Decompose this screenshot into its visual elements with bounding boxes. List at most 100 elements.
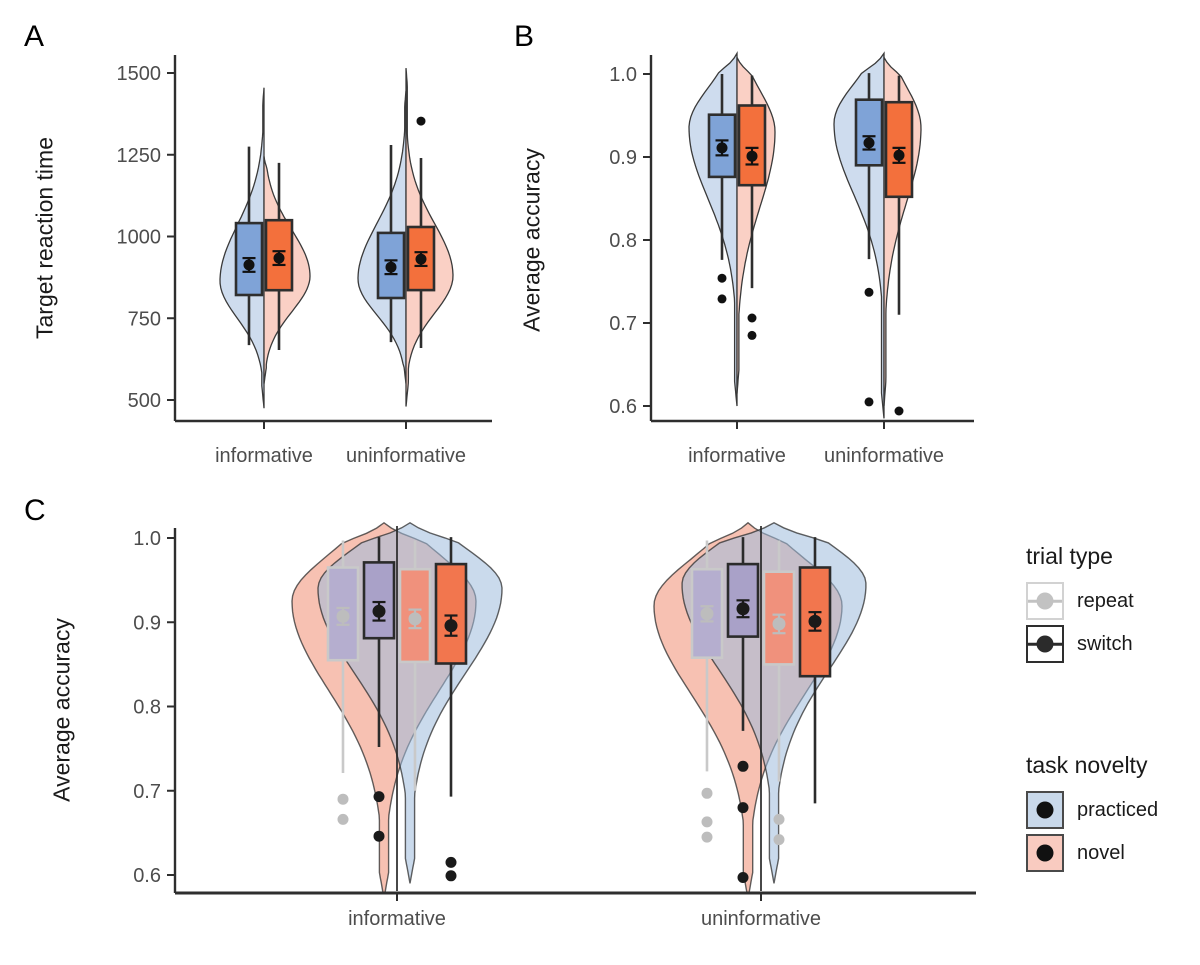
- mean-dot: [415, 253, 427, 265]
- switch-key-dot: [1036, 635, 1054, 653]
- outlier-dot-informative-switch-novel: [445, 870, 457, 882]
- outlier-dot-informative-repeat-practiced: [337, 813, 349, 825]
- panel-C: 0.6 0.7 0.8 0.9 1.0 informative uninformative: [133, 521, 976, 930]
- mean-marker-uninformative-novel: [414, 251, 428, 268]
- outlier-dot-informative-switch-novel: [445, 856, 457, 868]
- mean-marker-informative-novel: [272, 250, 286, 267]
- legend-item-switch: switch: [1026, 625, 1200, 663]
- outlier-dot-uninformative-novel: [894, 406, 904, 416]
- panel-label-a: A: [24, 20, 45, 53]
- mean-marker-uninformative-novel: [892, 146, 906, 164]
- repeat-key-icon: [1026, 582, 1064, 620]
- mean-marker-uninformative-switch-practiced: [736, 599, 750, 619]
- x-category-label: uninformative: [346, 445, 466, 467]
- box-informative-switch-novel: [434, 562, 468, 665]
- outlier-dot-uninformative-repeat-practiced: [701, 787, 713, 799]
- mean-dot: [372, 604, 386, 618]
- legend-item-novel: novel: [1026, 834, 1200, 872]
- outlier-dot-informative-switch-practiced: [373, 791, 385, 803]
- outlier-dot-informative-practiced: [717, 273, 727, 283]
- mean-marker-uninformative-practiced: [862, 135, 876, 151]
- x-category-label: informative: [215, 445, 313, 467]
- panel-A: 500 750 1000 1250 1500 informative uninformati…: [117, 55, 492, 467]
- mean-dot: [863, 137, 875, 149]
- outlier-dot-informative-repeat-practiced: [337, 793, 349, 805]
- y-tick-label: 1500: [117, 63, 162, 85]
- practiced-key-icon: [1026, 791, 1064, 829]
- panel-B: 0.6 0.7 0.8 0.9 1.0 informative uninformative: [609, 50, 974, 467]
- mean-marker-uninformative-repeat-novel: [772, 613, 786, 635]
- outlier-dot-uninformative-switch-practiced: [737, 872, 749, 883]
- mean-dot: [772, 617, 786, 631]
- mean-dot: [444, 619, 458, 633]
- mean-dot: [243, 259, 255, 271]
- y-tick-label: 1250: [117, 145, 162, 167]
- box-informative-novel: [737, 104, 767, 187]
- practiced-key-dot: [1036, 801, 1054, 819]
- legend-item-practiced: practiced: [1026, 791, 1200, 829]
- y-tick-label: 0.8: [609, 230, 637, 252]
- outlier-dot-uninformative-practiced: [864, 397, 874, 407]
- x-category-label: informative: [688, 445, 786, 467]
- y-tick-label: 0.6: [609, 396, 637, 418]
- box-uninformative-practiced: [854, 98, 884, 167]
- mean-marker-uninformative-practiced: [384, 259, 398, 276]
- outlier-dot-uninformative-novel: [416, 116, 426, 126]
- y-axis-title-b: Average accuracy: [518, 148, 545, 332]
- legend-task-novelty: task novelty practiced novel: [1026, 752, 1200, 877]
- mean-dot: [716, 142, 728, 154]
- mean-dot: [746, 150, 758, 162]
- mean-marker-informative-repeat-practiced: [336, 606, 350, 626]
- y-tick-label: 0.6: [133, 865, 161, 887]
- mean-marker-informative-novel: [745, 146, 759, 166]
- panel-label-b: B: [514, 20, 535, 53]
- switch-key-icon: [1026, 625, 1064, 663]
- mean-dot: [385, 261, 397, 273]
- y-tick-label: 1000: [117, 227, 162, 249]
- outlier-dot-informative-switch-practiced: [373, 830, 385, 842]
- mean-dot: [736, 602, 750, 616]
- mean-dot: [808, 614, 822, 628]
- y-tick-label: 750: [128, 308, 161, 330]
- mean-dot: [273, 252, 285, 264]
- mean-marker-informative-repeat-novel: [408, 608, 422, 630]
- outlier-dot-uninformative-switch-practiced: [737, 760, 749, 772]
- outlier-dot-uninformative-switch-practiced: [737, 802, 749, 814]
- novel-key-icon: [1026, 834, 1064, 872]
- violin-informative-practiced: [688, 50, 738, 407]
- legend-label-repeat: repeat: [1077, 589, 1134, 612]
- y-tick-label: 1.0: [609, 64, 637, 86]
- outlier-dot-uninformative-practiced: [864, 287, 874, 297]
- repeat-key-dot: [1036, 592, 1054, 610]
- outlier-dot-informative-practiced: [717, 294, 727, 304]
- mean-marker-uninformative-repeat-practiced: [700, 605, 714, 623]
- mean-dot: [893, 149, 905, 161]
- legend-trial-type: trial type repeat switch: [1026, 543, 1200, 668]
- y-tick-label: 0.7: [133, 781, 161, 803]
- x-category-label: uninformative: [824, 445, 944, 467]
- mean-dot: [408, 612, 422, 626]
- y-tick-label: 0.8: [133, 697, 161, 719]
- mean-marker-informative-practiced: [242, 256, 256, 273]
- mean-marker-informative-switch-practiced: [372, 600, 386, 622]
- y-tick-label: 0.9: [609, 147, 637, 169]
- outlier-dot-informative-novel: [747, 330, 757, 340]
- mean-dot: [700, 607, 714, 621]
- y-tick-label: 0.7: [609, 313, 637, 335]
- outlier-dot-informative-novel: [747, 313, 757, 323]
- y-tick-label: 1.0: [133, 528, 161, 550]
- legend-title-task-novelty: task novelty: [1026, 752, 1148, 778]
- outlier-dot-uninformative-repeat-novel: [773, 813, 785, 825]
- panel-label-c: C: [24, 494, 46, 527]
- mean-dot: [336, 609, 350, 623]
- legend-label-novel: novel: [1077, 841, 1125, 864]
- outlier-dot-uninformative-repeat-practiced: [701, 816, 713, 828]
- mean-marker-uninformative-switch-novel: [808, 611, 822, 632]
- y-tick-label: 0.9: [133, 612, 161, 634]
- legend-label-switch: switch: [1077, 632, 1133, 655]
- legend-label-practiced: practiced: [1077, 798, 1159, 821]
- legend-title-trial-type: trial type: [1026, 543, 1113, 569]
- x-category-label: uninformative: [701, 908, 821, 930]
